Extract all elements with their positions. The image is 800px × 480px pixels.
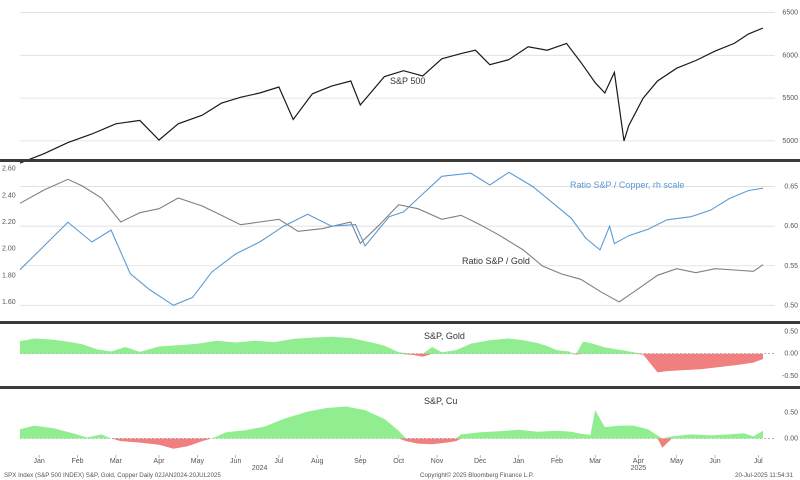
x-tick-label: Jul [274,458,283,465]
y-tick-label-left: 2.40 [2,192,16,199]
positive-area [20,336,763,354]
sp500-panel-grid [20,12,775,142]
footer-timestamp: 20-Jul-2025 11:54:31 [735,472,794,479]
x-year-label: 2025 [631,465,647,472]
y-tick-label-right: 0.50 [784,302,798,309]
y-tick-label-left: 1.60 [2,299,16,306]
sp-cu-areas [20,406,763,449]
positive-area [20,406,763,439]
x-tick-label: Dec [474,458,487,465]
x-tick-label: Sep [354,458,367,465]
y-tick-label-right: 0.60 [784,223,798,230]
x-year-label: 2024 [252,465,268,472]
y-tick-label: -0.50 [782,373,798,380]
x-tick-label: Feb [551,458,563,465]
tick-labels: 5000 5500 6000 6500 1.60 1.80 2.00 2.20 2.40 2.60… [2,10,798,443]
x-tick-label: May [191,458,205,465]
x-tick-label: Jun [709,458,720,465]
y-tick-label-left: 2.60 [2,166,16,173]
x-tick-label: Aug [311,458,324,465]
sp-cu-panel-label: S&P, Cu [424,396,457,406]
x-tick-label: Jan [513,458,524,465]
sp-gold-panel-label: S&P, Gold [424,331,465,341]
series-line-sp-copper [19,171,764,306]
y-tick-label: 0.50 [784,328,798,335]
footer-source: SPX Index (S&P 500 INDEX) S&P, Gold, Cop… [4,472,221,479]
y-tick-label-left: 2.20 [2,219,16,226]
negative-area [20,438,763,449]
sp500-panel-label: S&P 500 [390,76,425,86]
x-tick-label: Jun [230,458,241,465]
sp500-lines [19,27,764,164]
ratio-lines [19,171,764,306]
series-line-sp500 [19,27,764,164]
y-tick-label: 6000 [782,52,798,59]
x-tick-label: May [670,458,684,465]
y-tick-label-left: 2.00 [2,246,16,253]
y-tick-label-right: 0.55 [784,263,798,270]
series-line-sp-gold [19,178,764,303]
x-tick-label: Jul [754,458,763,465]
y-tick-label: 0.00 [784,435,798,442]
ratio-panel-grid [20,186,775,306]
panel-separator [0,321,800,324]
y-tick-label: 5500 [782,95,798,102]
y-tick-label: 5000 [782,138,798,145]
negative-area [20,353,763,373]
x-tick-label: Mar [589,458,602,465]
y-tick-label: 0.00 [784,351,798,358]
y-tick-label: 0.50 [784,410,798,417]
y-tick-label-left: 1.80 [2,272,16,279]
sp-gold-areas [20,336,763,373]
footer-copyright: Copyright© 2025 Bloomberg Finance L.P. [420,472,534,479]
legend-sp-copper: Ratio S&P / Copper, rh scale [570,180,684,190]
x-tick-label: Oct [393,458,404,465]
x-axis: Jan Feb Mar Apr May Jun Jul Aug Sep Oct Nov Dec Jan F… [34,455,763,472]
x-tick-label: Nov [431,458,444,465]
x-tick-label: Feb [71,458,83,465]
x-tick-label: Apr [633,458,645,465]
x-tick-label: Jan [34,458,45,465]
y-tick-label: 6500 [782,10,798,17]
y-tick-label-right: 0.65 [784,184,798,191]
panel-separator [0,159,800,162]
panel-separator [0,386,800,389]
x-tick-label: Mar [110,458,123,465]
x-tick-label: Apr [154,458,166,465]
legend-sp-gold: Ratio S&P / Gold [462,256,530,266]
